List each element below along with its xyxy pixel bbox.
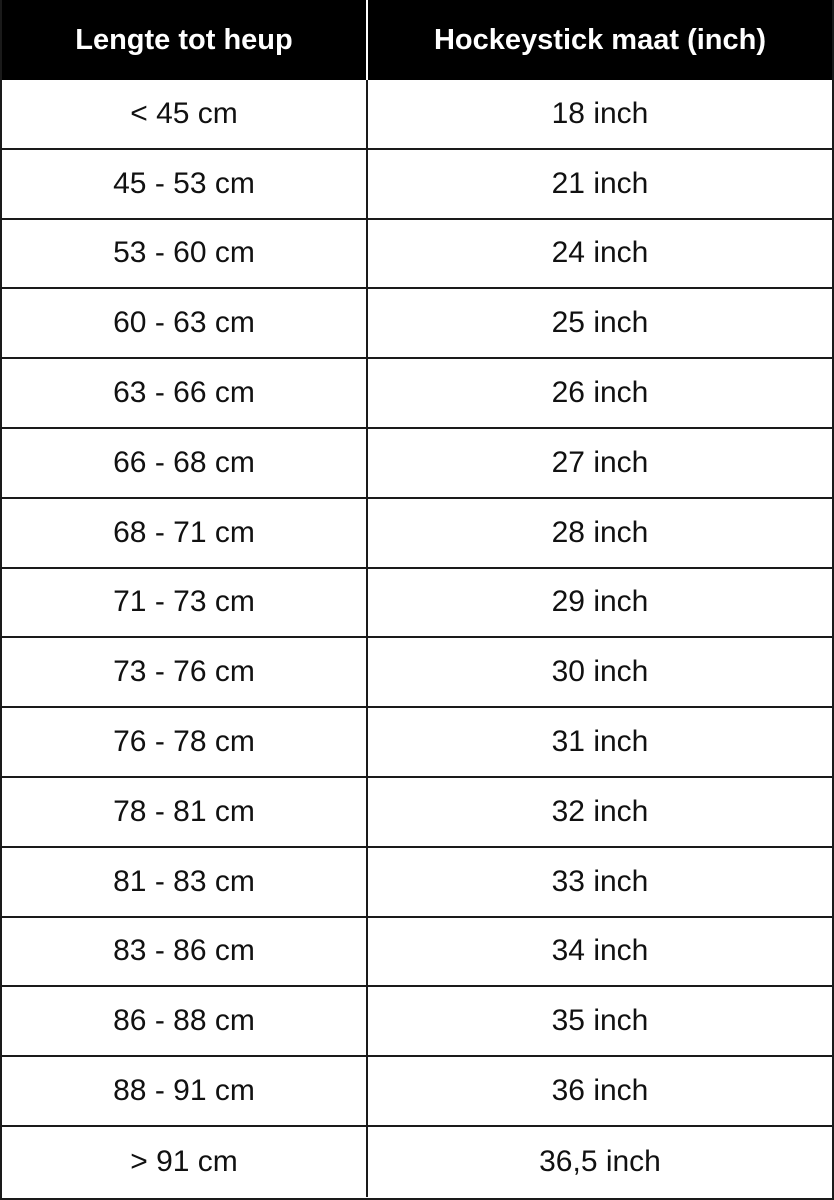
cell-stick-size: 18 inch [551,96,649,130]
cell-hip-length: 60 - 63 cm [2,289,368,358]
table-row: 45 - 53 cm 21 inch [2,149,832,220]
cell-stick-size: 21 inch [551,166,649,200]
table-row: 53 - 60 cm 24 inch [2,219,832,290]
table-row: 88 - 91 cm 36 inch [2,1057,832,1127]
table-body: < 45 cm 18 inch 45 - 53 cm 21 inch 53 - 60 c… [2,80,832,1197]
table-row: > 91 cm 36,5 inch [2,1126,832,1197]
cell-hip-length: 86 - 88 cm [2,987,368,1056]
table-header: Lengte tot heup Hockeystick maat (inch) [2,0,832,80]
cell-stick-size: 29 inch [551,585,649,619]
cell-hip-length: 81 - 83 cm [2,847,368,916]
cell-hip-length: 45 - 53 cm [2,149,368,218]
table-row: 81 - 83 cm 33 inch [2,847,832,918]
table-row: 63 - 66 cm 26 inch [2,359,832,429]
table-row: 68 - 71 cm 28 inch [2,498,832,569]
cell-stick-size: 27 inch [551,445,649,479]
table-row: 66 - 68 cm 27 inch [2,428,832,499]
cell-stick-size: 36,5 inch [539,1144,661,1178]
cell-stick-size: 35 inch [551,1004,649,1038]
cell-hip-length: 63 - 66 cm [2,359,368,427]
table-row: 78 - 81 cm 32 inch [2,777,832,848]
cell-stick-size: 36 inch [551,1074,649,1108]
cell-hip-length: < 45 cm [2,80,368,148]
cell-hip-length: 66 - 68 cm [2,428,368,497]
cell-hip-length: 68 - 71 cm [2,498,368,567]
cell-stick-size: 25 inch [551,306,649,340]
table-row: 60 - 63 cm 25 inch [2,289,832,360]
table-row: 86 - 88 cm 35 inch [2,987,832,1058]
cell-stick-size: 34 inch [551,934,649,968]
cell-hip-length: 76 - 78 cm [2,708,368,776]
cell-stick-size: 30 inch [551,655,649,689]
cell-hip-length: 73 - 76 cm [2,638,368,707]
cell-stick-size: 31 inch [551,725,649,759]
cell-hip-length: 78 - 81 cm [2,777,368,846]
header-stick-size: Hockeystick maat (inch) [433,23,766,56]
table-row: 71 - 73 cm 29 inch [2,568,832,639]
table-row: 73 - 76 cm 30 inch [2,638,832,709]
table-row: 76 - 78 cm 31 inch [2,708,832,778]
cell-hip-length: 71 - 73 cm [2,568,368,637]
header-hip-length: Lengte tot heup [2,0,368,80]
cell-hip-length: > 91 cm [2,1126,368,1197]
cell-stick-size: 26 inch [551,376,649,410]
cell-stick-size: 33 inch [551,864,649,898]
cell-hip-length: 83 - 86 cm [2,917,368,986]
cell-hip-length: 88 - 91 cm [2,1057,368,1125]
cell-stick-size: 24 inch [551,236,649,270]
table-row: < 45 cm 18 inch [2,80,832,150]
table-row: 83 - 86 cm 34 inch [2,917,832,988]
cell-stick-size: 28 inch [551,515,649,549]
cell-stick-size: 32 inch [551,794,649,828]
cell-hip-length: 53 - 60 cm [2,219,368,288]
